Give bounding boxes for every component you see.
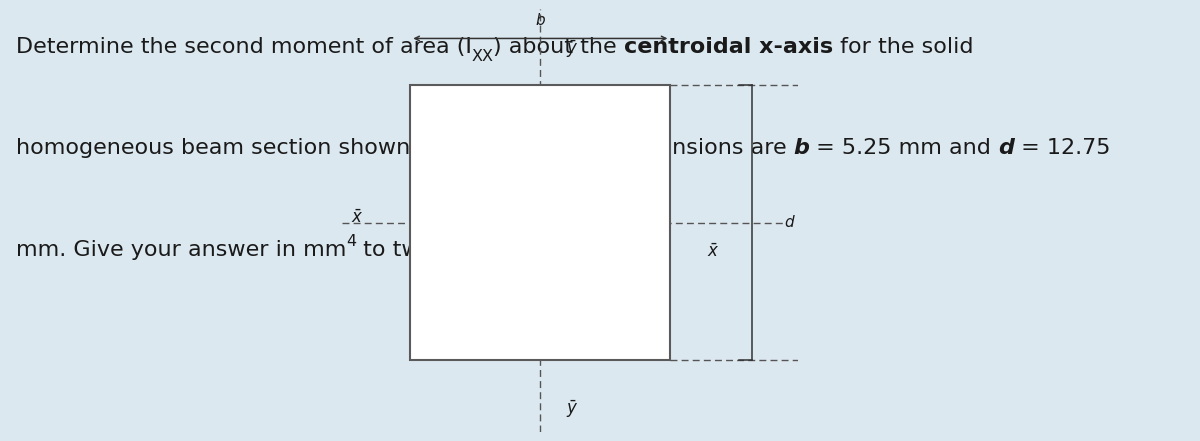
Text: for the solid: for the solid	[833, 37, 974, 57]
Text: $\bar{y}$: $\bar{y}$	[566, 38, 578, 60]
Bar	[410, 85, 671, 360]
Text: $\bar{x}$: $\bar{x}$	[707, 243, 719, 261]
Text: d: d	[785, 215, 794, 230]
Text: b: b	[793, 138, 809, 158]
Text: b: b	[535, 13, 545, 28]
Text: ) about the: ) about the	[493, 37, 624, 57]
Text: = 12.75: = 12.75	[1014, 138, 1111, 158]
Text: $\bar{x}$: $\bar{x}$	[352, 209, 364, 228]
Text: mm. Give your answer in mm: mm. Give your answer in mm	[16, 240, 346, 260]
Text: XX: XX	[472, 49, 493, 64]
Text: homogeneous beam section shown below, where the dimensions are: homogeneous beam section shown below, wh…	[16, 138, 793, 158]
Text: $\bar{y}$: $\bar{y}$	[566, 398, 578, 420]
Text: Determine the second moment of area (I: Determine the second moment of area (I	[16, 37, 472, 57]
Text: d: d	[998, 138, 1014, 158]
Text: to two decimal places.: to two decimal places.	[356, 240, 614, 260]
Text: 4: 4	[346, 234, 356, 249]
Text: = 5.25 mm and: = 5.25 mm and	[809, 138, 998, 158]
Text: centroidal x-axis: centroidal x-axis	[624, 37, 833, 57]
